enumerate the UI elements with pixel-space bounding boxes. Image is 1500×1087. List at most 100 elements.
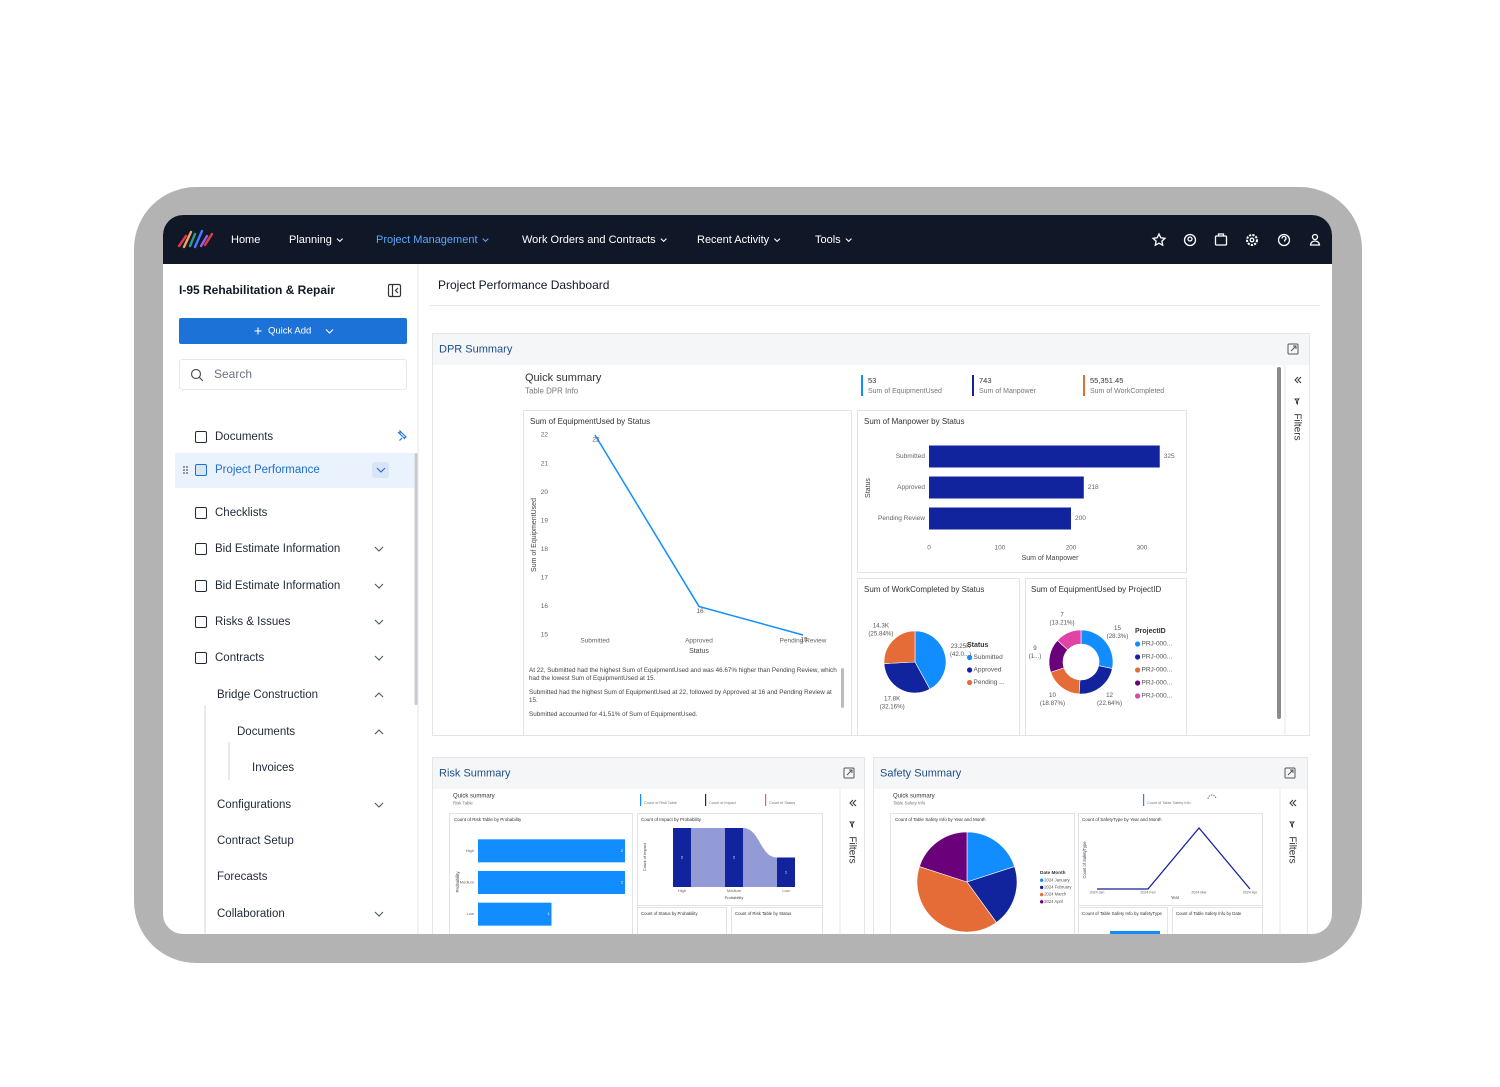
kpi-accent (972, 375, 974, 396)
y-axis-label: Probability (455, 871, 460, 893)
account-icon[interactable] (1183, 233, 1197, 247)
bag-handle (1217, 233, 1225, 236)
logo[interactable] (177, 229, 214, 249)
sidebar-item[interactable]: Contracts (215, 652, 264, 664)
user-icon[interactable] (1311, 233, 1319, 241)
percent-label: (1...) (1029, 653, 1042, 660)
settings-icon-inner (1249, 237, 1255, 243)
legend-label: 2024 February (1044, 885, 1072, 890)
sidebar-item[interactable]: Risks & Issues (215, 616, 291, 628)
y-axis-label: Sum of EquipmentUsed (531, 498, 538, 572)
visual-panel (1078, 813, 1263, 906)
expand-icon[interactable] (1284, 767, 1296, 779)
x-tick-label: Approved (685, 638, 713, 645)
nav-item[interactable]: Planning (289, 234, 332, 246)
legend-label: PRJ-000... (1142, 667, 1173, 674)
data-label: 7 (1060, 612, 1064, 619)
collapse-icon[interactable] (387, 283, 402, 298)
x-tick-label: Pending Review (780, 638, 827, 645)
sidebar-item[interactable]: Collaboration (217, 908, 285, 920)
item-icon (195, 616, 207, 628)
item-chevron (374, 546, 384, 552)
y-axis-label: Count of SafetyType (1082, 841, 1087, 879)
sidebar-item[interactable]: Bid Estimate Information (215, 543, 340, 555)
collapse-filters[interactable] (849, 799, 857, 807)
nav-chevron (845, 238, 852, 243)
y-tick-label: High (466, 848, 474, 853)
kpi-accent (861, 375, 863, 396)
quick-add-label[interactable]: Quick Add (268, 326, 311, 337)
y-tick-label: 20 (541, 489, 549, 496)
slice (919, 831, 968, 883)
filters-label[interactable]: Filters (846, 836, 857, 863)
plus-icon (254, 327, 262, 335)
collapse-filters[interactable] (1289, 799, 1297, 807)
slice (883, 661, 931, 694)
sidebar-item[interactable]: Documents (215, 431, 273, 443)
x-tick-label: 2024 Jan (1090, 890, 1105, 894)
search-placeholder[interactable]: Search (214, 367, 252, 381)
bag-icon[interactable] (1214, 235, 1228, 246)
nav-chevron (336, 238, 344, 243)
x-tick-label: 2024 Apr (1243, 890, 1258, 894)
legend-label: PRJ-000... (1142, 693, 1173, 700)
filter-icon (1289, 821, 1295, 829)
filters-label[interactable]: Filters (1291, 413, 1302, 440)
x-tick-label: Medium (727, 888, 742, 893)
summary-title: Quick summary (893, 794, 935, 800)
help-icon[interactable] (1277, 233, 1291, 247)
sidebar-item[interactable]: Documents (237, 726, 295, 738)
legend-swatch (1135, 693, 1141, 699)
percent-label: (25.84%) (868, 630, 893, 637)
slice (966, 866, 1018, 923)
kpi-value: 743 (979, 376, 992, 385)
percent-label: (22.64%) (1097, 700, 1122, 707)
sidebar-item[interactable]: Bid Estimate Information (215, 580, 340, 592)
toolbar-icons[interactable] (1151, 232, 1321, 247)
sidebar-item[interactable]: Bridge Construction (217, 689, 318, 701)
sidebar-item[interactable]: Contract Setup (217, 835, 294, 847)
data-label: 22 (592, 437, 600, 444)
sidebar-scrollbar[interactable] (414, 453, 418, 705)
x-axis-label: Sum of Manpower (1022, 555, 1079, 562)
legend-label: PRJ-000... (1142, 641, 1173, 648)
search-box[interactable] (179, 359, 407, 390)
sidebar-item[interactable]: Configurations (217, 799, 291, 811)
legend-label: PRJ-000... (1142, 654, 1173, 661)
sidebar-item[interactable]: Invoices (252, 762, 294, 774)
item-icon (195, 507, 207, 519)
visual-panel (731, 907, 823, 934)
settings-icon[interactable] (1246, 234, 1258, 246)
nav-item[interactable]: Project Management (376, 234, 478, 246)
card-title: DPR Summary (439, 343, 513, 355)
nav-item[interactable]: Work Orders and Contracts (522, 234, 656, 246)
report-scrollbar[interactable] (1277, 367, 1281, 719)
y-tick-label: 19 (541, 517, 549, 524)
sidebar-item[interactable]: Forecasts (217, 871, 268, 883)
user-body (1309, 240, 1321, 246)
summary-title: Quick summary (453, 794, 495, 800)
legend-swatch (1135, 654, 1141, 660)
x-tick-label: 300 (1137, 545, 1148, 552)
sidebar-item[interactable]: Checklists (215, 507, 268, 519)
visual-panel (1172, 907, 1263, 934)
kpi-label: Sum of Manpower (979, 388, 1036, 395)
kpi-label: Count of Risk Table (644, 801, 677, 805)
filters-label[interactable]: Filters (1286, 836, 1297, 863)
expand-icon[interactable] (1287, 343, 1299, 355)
line (594, 434, 804, 636)
favorites-icon[interactable] (1151, 232, 1167, 247)
card-header (433, 758, 864, 789)
collapse-filters[interactable] (1294, 376, 1302, 384)
nav-item[interactable]: Home (231, 234, 260, 246)
kpi-accent (1143, 794, 1145, 806)
quick-add-button[interactable] (179, 318, 407, 344)
sidebar-item[interactable]: Project Performance (215, 464, 320, 476)
chart-title: Count of Table Safety Info by Date (1176, 911, 1242, 916)
kpi-value: 55,351.45 (1090, 376, 1123, 385)
nav-item[interactable]: Recent Activity (697, 234, 770, 246)
nav-item[interactable]: Tools (815, 234, 841, 246)
expand-icon[interactable] (843, 767, 855, 779)
chart-title: Sum of EquipmentUsed by Status (530, 417, 650, 426)
